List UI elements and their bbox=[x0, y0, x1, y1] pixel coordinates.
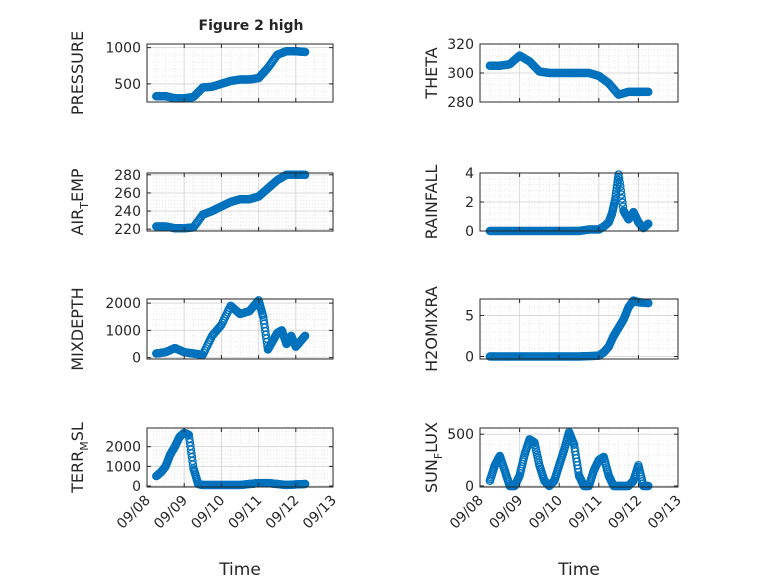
y-axis-label: THETA bbox=[422, 47, 441, 99]
data-point bbox=[614, 174, 624, 183]
y-axis-label-main: RAINFALL bbox=[422, 165, 441, 240]
y-tick-label: 4 bbox=[465, 166, 474, 182]
figure-title: Figure 2 high bbox=[199, 18, 304, 34]
x-axis-label: Time bbox=[218, 560, 261, 580]
x-tick-label: 09/11 bbox=[226, 493, 266, 533]
y-axis-label-main: TERR bbox=[68, 451, 87, 494]
axes-box bbox=[479, 427, 679, 488]
y-axis-label-subscript: T bbox=[78, 202, 91, 210]
axes-box bbox=[146, 43, 334, 103]
x-tick-label: 09/09 bbox=[487, 493, 527, 533]
marker-series bbox=[152, 428, 310, 490]
y-tick-label: 240 bbox=[114, 204, 141, 220]
x-axis-label: Time bbox=[557, 560, 600, 580]
y-tick-label: 5 bbox=[465, 308, 474, 324]
chart-panel-8: 0 500 09/08 09/09 09/10 09/11 09/12 09/13 Time SU… bbox=[422, 422, 685, 580]
data-point bbox=[644, 219, 653, 228]
marker-series bbox=[485, 170, 653, 236]
x-tick-label: 09/12 bbox=[263, 493, 303, 533]
y-tick-label: 0 bbox=[132, 351, 141, 367]
data-point bbox=[644, 87, 653, 97]
y-axis-label-rest: SL bbox=[68, 422, 87, 441]
chart-panel-1: 500 1000 PRESSURE bbox=[68, 31, 334, 115]
y-axis-label: PRESSURE bbox=[68, 31, 87, 115]
chart-panel-3: 220 240 260 280 AIRTEMP bbox=[68, 168, 334, 238]
y-tick-label: 1000 bbox=[105, 459, 141, 475]
y-tick-label: 260 bbox=[114, 186, 141, 202]
y-tick-label: 220 bbox=[114, 222, 141, 238]
x-tick-label: 09/10 bbox=[188, 493, 228, 533]
chart-panel-6: 0 5 H2OMIXRA bbox=[422, 286, 679, 372]
data-point bbox=[617, 194, 627, 203]
x-tick-label: 09/10 bbox=[526, 493, 566, 533]
y-axis-label: AIRTEMP bbox=[68, 168, 91, 235]
data-point bbox=[300, 479, 310, 489]
y-tick-label: 500 bbox=[114, 77, 141, 93]
x-tick-label: 09/08 bbox=[114, 493, 154, 533]
y-tick-label: 0 bbox=[465, 479, 474, 495]
y-tick-label: 2 bbox=[465, 195, 474, 211]
y-tick-label: 1000 bbox=[105, 41, 141, 57]
y-axis-label: RAINFALL bbox=[422, 165, 441, 240]
y-axis-label-main: SUN bbox=[422, 459, 441, 493]
y-tick-label: 0 bbox=[465, 350, 474, 366]
data-point bbox=[644, 298, 653, 308]
axes-box bbox=[479, 298, 679, 360]
y-axis-label: SUNFLUX bbox=[422, 422, 445, 493]
axes-box bbox=[146, 172, 334, 232]
y-axis-label-subscript: M bbox=[78, 441, 91, 451]
y-axis-label: MIXDEPTH bbox=[68, 287, 87, 370]
marker-series bbox=[485, 51, 653, 100]
y-tick-label: 300 bbox=[447, 66, 474, 82]
y-axis-label-subscript: F bbox=[432, 453, 445, 459]
data-point bbox=[616, 182, 625, 191]
y-tick-label: 320 bbox=[447, 37, 474, 53]
y-axis-label-rest: EMP bbox=[68, 168, 87, 202]
chart-panel-4: 0 2 4 RAINFALL bbox=[422, 165, 679, 240]
y-axis-label-main: PRESSURE bbox=[68, 31, 87, 115]
data-point bbox=[300, 331, 310, 341]
y-tick-label: 500 bbox=[447, 427, 474, 443]
y-tick-label: 0 bbox=[465, 224, 474, 240]
y-tick-label: 2000 bbox=[105, 296, 141, 312]
marker-series bbox=[485, 427, 653, 491]
axes-box bbox=[146, 427, 334, 488]
y-axis-label-rest: LUX bbox=[422, 422, 441, 453]
y-axis-label-main: H2OMIXRA bbox=[422, 286, 441, 372]
y-tick-label: 280 bbox=[114, 168, 141, 184]
axes-box bbox=[146, 298, 334, 360]
x-tick-label: 09/11 bbox=[566, 493, 606, 533]
data-point bbox=[617, 190, 626, 199]
y-tick-label: 1000 bbox=[105, 323, 141, 339]
data-point bbox=[618, 198, 627, 207]
y-tick-label: 0 bbox=[132, 479, 141, 495]
y-axis-label: H2OMIXRA bbox=[422, 286, 441, 372]
y-axis-label-main: AIR bbox=[68, 209, 87, 236]
chart-panel-2: 280 300 320 THETA bbox=[422, 37, 679, 111]
y-axis-label-main: THETA bbox=[422, 47, 441, 99]
data-point bbox=[615, 178, 624, 187]
data-point bbox=[614, 170, 623, 179]
data-point bbox=[300, 47, 310, 57]
x-tick-label: 09/13 bbox=[300, 493, 340, 533]
marker-series bbox=[152, 296, 310, 360]
y-tick-label: 2000 bbox=[105, 440, 141, 456]
y-axis-label: TERRMSL bbox=[68, 422, 91, 494]
y-axis-label-main: MIXDEPTH bbox=[68, 287, 87, 370]
data-point bbox=[300, 170, 310, 180]
marker-series bbox=[152, 47, 310, 103]
data-point bbox=[644, 481, 653, 491]
x-tick-label: 09/13 bbox=[645, 493, 685, 533]
data-point bbox=[616, 186, 626, 195]
x-tick-label: 09/09 bbox=[151, 493, 191, 533]
x-tick-label: 09/12 bbox=[605, 493, 645, 533]
x-tick-label: 09/08 bbox=[447, 493, 487, 533]
y-tick-label: 280 bbox=[447, 95, 474, 111]
chart-panel-5: 0 1000 2000 MIXDEPTH bbox=[68, 287, 334, 371]
